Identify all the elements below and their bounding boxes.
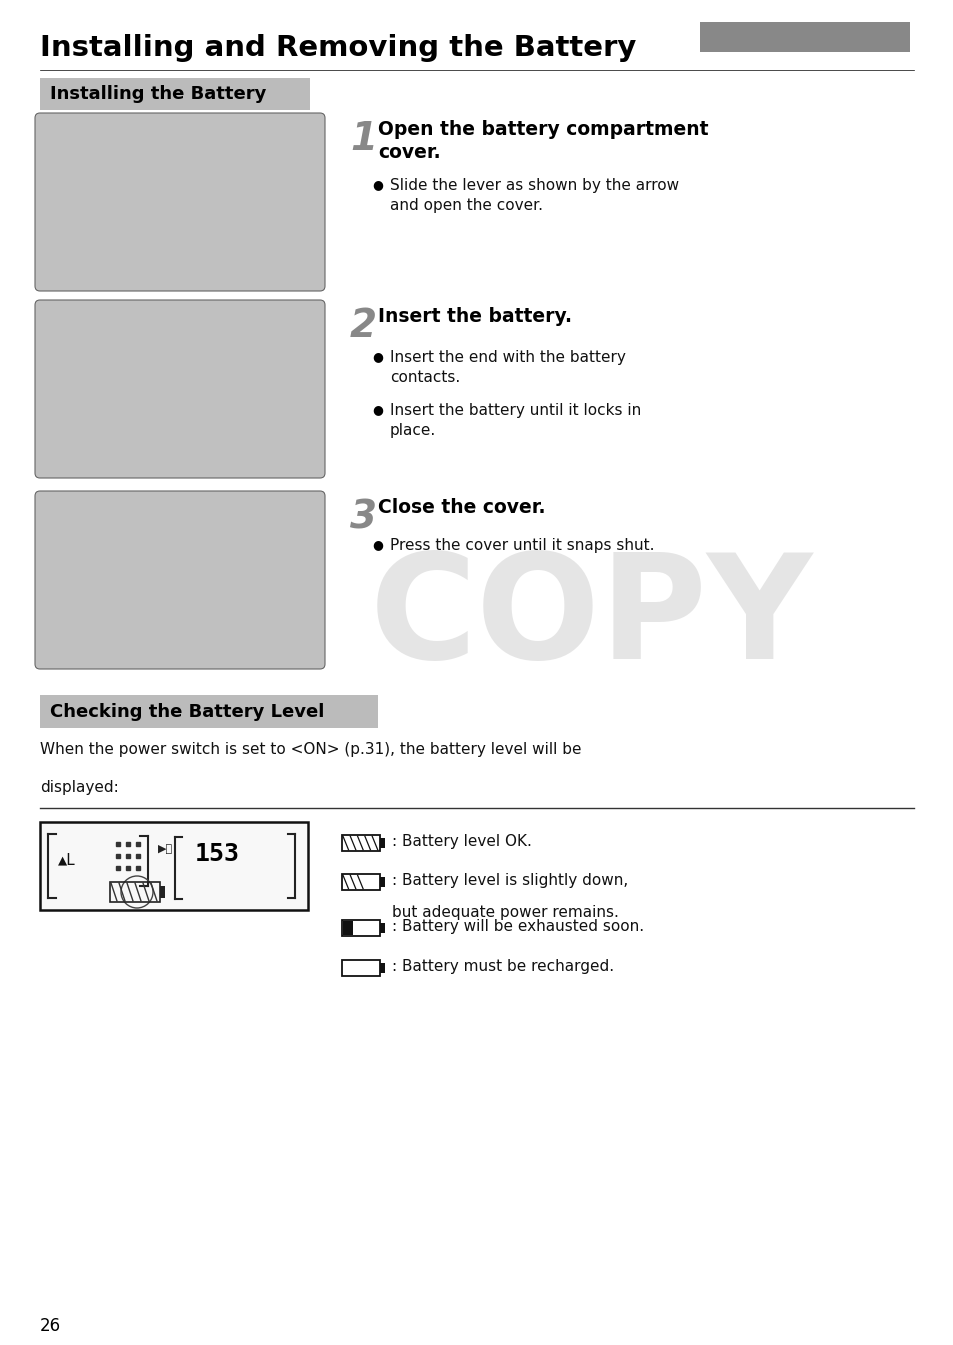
Text: Slide the lever as shown by the arrow
and open the cover.: Slide the lever as shown by the arrow an…: [390, 178, 679, 213]
Text: 26: 26: [40, 1317, 61, 1336]
Text: : Battery must be recharged.: : Battery must be recharged.: [392, 959, 614, 974]
Bar: [343, 921, 353, 935]
Bar: [341, 835, 379, 851]
Bar: [341, 960, 379, 975]
Text: Insert the battery.: Insert the battery.: [377, 307, 572, 325]
Bar: [40, 822, 308, 911]
FancyBboxPatch shape: [35, 300, 325, 477]
Text: 3: 3: [350, 498, 376, 537]
Text: Insert the end with the battery
contacts.: Insert the end with the battery contacts…: [390, 350, 625, 385]
Text: : Battery level OK.: : Battery level OK.: [392, 834, 532, 849]
Text: Press the cover until it snaps shut.: Press the cover until it snaps shut.: [390, 538, 654, 553]
Bar: [40, 78, 310, 110]
Text: 2: 2: [350, 307, 376, 346]
Bar: [379, 963, 385, 972]
Bar: [379, 877, 385, 886]
Bar: [341, 874, 379, 890]
Text: ●: ●: [372, 350, 382, 363]
Text: : Battery level is slightly down,: : Battery level is slightly down,: [392, 873, 628, 888]
Bar: [379, 924, 385, 932]
Text: ▲L: ▲L: [58, 851, 76, 868]
Text: Installing and Removing the Battery: Installing and Removing the Battery: [40, 34, 636, 62]
Text: Open the battery compartment
cover.: Open the battery compartment cover.: [377, 120, 708, 163]
Text: displayed:: displayed:: [40, 780, 118, 795]
Bar: [40, 695, 377, 728]
Text: When the power switch is set to <ON> (p.31), the battery level will be: When the power switch is set to <ON> (p.…: [40, 742, 581, 757]
Text: 1: 1: [350, 120, 376, 157]
FancyBboxPatch shape: [35, 113, 325, 291]
Text: COPY: COPY: [370, 549, 812, 689]
Text: ●: ●: [372, 538, 382, 551]
Text: Checking the Battery Level: Checking the Battery Level: [50, 702, 324, 721]
Text: Insert the battery until it locks in
place.: Insert the battery until it locks in pla…: [390, 404, 640, 438]
Bar: [110, 882, 160, 902]
FancyBboxPatch shape: [35, 491, 325, 668]
Bar: [700, 22, 909, 52]
Text: : Battery will be exhausted soon.: : Battery will be exhausted soon.: [392, 919, 643, 933]
Bar: [343, 837, 378, 850]
Text: ●: ●: [372, 404, 382, 416]
Text: but adequate power remains.: but adequate power remains.: [392, 904, 618, 920]
Bar: [379, 838, 385, 847]
Text: Close the cover.: Close the cover.: [377, 498, 545, 516]
Bar: [341, 920, 379, 936]
Text: 153: 153: [194, 842, 240, 866]
Bar: [160, 886, 165, 897]
Text: ▶⦿: ▶⦿: [158, 845, 172, 854]
Text: ●: ●: [372, 178, 382, 191]
Text: Installing the Battery: Installing the Battery: [50, 85, 266, 104]
